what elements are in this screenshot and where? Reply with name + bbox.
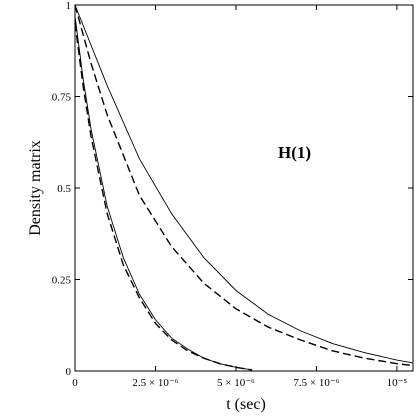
plot-frame <box>74 4 414 372</box>
y-tick-label: 1 <box>66 0 72 12</box>
series-line-2-dashed <box>74 4 414 367</box>
x-axis-title: t (sec) <box>226 396 266 413</box>
y-tick-label: 0.5 <box>57 183 71 195</box>
series-line-3-dashed <box>74 23 253 371</box>
series-layer <box>74 4 414 371</box>
y-tick-label: 0.75 <box>52 92 72 104</box>
y-tick-label: 0.25 <box>52 275 72 287</box>
x-tick-labels: 0 2.5 × 10⁻⁶ 5 × 10⁻⁶ 7.5 × 10⁻⁶ 10⁻⁵ <box>72 377 407 389</box>
x-tick-label: 10⁻⁵ <box>387 377 408 389</box>
y-tick-label: 0 <box>66 366 72 378</box>
series-line-1-solid <box>74 4 414 364</box>
y-tick-labels: 0 0.25 0.5 0.75 1 <box>52 0 72 378</box>
x-tick-label: 0 <box>72 377 78 389</box>
h1-annotation: H(1) <box>278 143 311 162</box>
y-axis-title: Density matrix <box>27 140 44 236</box>
x-tick-label: 7.5 × 10⁻⁶ <box>293 377 339 389</box>
x-tick-label: 5 × 10⁻⁶ <box>217 377 255 389</box>
series-line-4-solid <box>74 15 253 371</box>
tick-marks <box>74 4 413 372</box>
x-tick-label: 2.5 × 10⁻⁶ <box>132 377 178 389</box>
